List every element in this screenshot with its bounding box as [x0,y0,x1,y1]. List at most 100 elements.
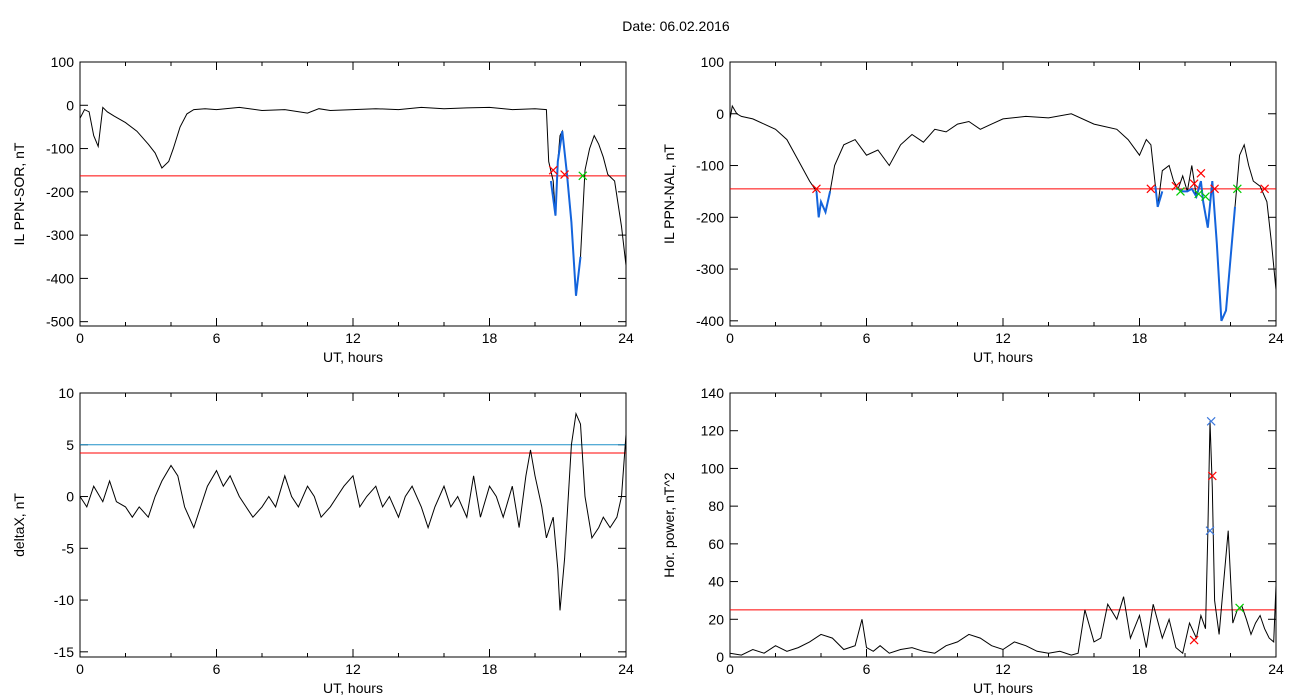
event-marker [1196,168,1206,178]
plot-frame [729,392,1277,658]
y-tick-label: 0 [66,489,74,505]
x-axis-label: UT, hours [973,680,1033,696]
event-marker [1206,416,1216,426]
event-marker-stroke [1146,184,1156,194]
x-tick-label: 12 [345,330,361,346]
event-marker [578,171,588,181]
event-marker [812,184,821,194]
x-tick-label: 6 [213,330,221,346]
event-marker [1201,192,1210,202]
event-marker [548,165,558,175]
event-marker-stroke [1260,184,1270,194]
event-marker [1146,184,1156,194]
series-line [730,104,1276,322]
x-tick-label: 12 [995,330,1011,346]
y-tick-label: -15 [54,644,74,660]
x-tick-label: 12 [345,661,361,677]
event-marker [1235,603,1245,613]
event-marker-stroke [1206,416,1216,426]
y-tick-label: 0 [716,649,724,665]
y-tick-label: -100 [696,158,724,174]
x-tick-label: 18 [1132,661,1148,677]
event-marker-stroke [1196,168,1206,178]
event-marker-stroke [1189,635,1199,645]
y-tick-label: 0 [716,106,724,122]
event-marker [1260,184,1270,194]
event-marker-stroke [1201,192,1210,202]
event-marker [1189,179,1199,189]
y-tick-label: 120 [701,423,725,439]
y-tick-label: -300 [46,227,74,243]
y-axis-label: IL PPN-SOR, nT [11,142,27,245]
x-tick-label: 24 [1268,661,1284,677]
event-marker [1205,526,1215,536]
y-tick-label: 100 [701,460,725,476]
x-tick-label: 0 [76,330,84,346]
x-tick-label: 0 [726,330,734,346]
event-marker-stroke [1194,189,1204,199]
y-tick-label: 100 [701,54,725,70]
event-marker [1194,189,1204,199]
y-tick-label: 20 [708,611,724,627]
event-marker-stroke [1176,186,1185,196]
x-tick-label: 18 [482,330,498,346]
y-tick-label: -400 [696,313,724,329]
x-tick-label: 24 [1268,330,1284,346]
plot-area [730,416,1276,656]
y-axis-label: deltaX, nT [11,493,27,557]
y-axis-label: IL PPN-NAL, nT [661,144,677,244]
event-marker-stroke [1171,181,1181,191]
panel-bottom-left: 0 6 12 18 24 10 5 0 -5 -10 -15 UT, hours deltaX, nT [11,385,634,696]
plot-frame [79,61,627,327]
event-marker [1207,471,1217,481]
event-segment [1154,186,1164,208]
panel-top-left: 0 6 12 18 24 100 0 -100 -200 -300 -400 -500 UT, hour… [11,54,634,365]
x-tick-label: 0 [726,661,734,677]
series-line [730,421,1276,656]
x-tick-label: 6 [863,661,871,677]
y-axis-label: Hor. power, nT^2 [661,472,677,578]
event-segment [549,131,582,296]
y-tick-label: -500 [46,314,74,330]
x-axis-label: UT, hours [323,349,383,365]
event-segment [815,191,832,218]
y-tick-label: 100 [51,54,75,70]
plot-area [730,104,1276,322]
y-tick-label: 60 [708,536,724,552]
event-marker [560,170,569,179]
event-marker-stroke [1205,526,1215,536]
x-tick-label: 6 [863,330,871,346]
event-marker [1176,186,1185,196]
series-line [80,411,626,611]
event-marker-stroke [1207,471,1217,481]
panel-bottom-right: 0 6 12 18 24 140 120 100 80 60 40 20 0 UT, hours Hor. … [661,385,1284,696]
y-tick-label: 10 [58,385,74,401]
event-marker-stroke [1189,179,1199,189]
x-axis-label: UT, hours [973,349,1033,365]
x-tick-label: 18 [1132,330,1148,346]
y-tick-label: 40 [708,574,724,590]
panel-top-right: 0 6 12 18 24 100 0 -100 -200 -300 -400 UT, hours IL … [661,54,1284,365]
y-tick-label: -400 [46,270,74,286]
y-tick-label: -200 [46,184,74,200]
plot-area [80,411,626,611]
x-tick-label: 24 [618,330,634,346]
chart-date-title: Date: 06.02.2016 [622,18,730,34]
x-tick-label: 18 [482,661,498,677]
plot-area [80,106,626,296]
y-tick-label: 140 [701,385,725,401]
y-tick-label: 5 [66,437,74,453]
y-tick-label: -5 [62,540,75,556]
x-axis-label: UT, hours [323,680,383,696]
y-tick-label: -100 [46,141,74,157]
series-line [80,106,626,296]
x-tick-label: 6 [213,661,221,677]
y-tick-label: -300 [696,261,724,277]
x-tick-label: 0 [76,661,84,677]
event-marker-stroke [1210,184,1219,194]
event-marker [1189,635,1199,645]
event-marker [1210,184,1219,194]
event-marker-stroke [578,171,588,181]
event-marker-stroke [1235,603,1245,613]
